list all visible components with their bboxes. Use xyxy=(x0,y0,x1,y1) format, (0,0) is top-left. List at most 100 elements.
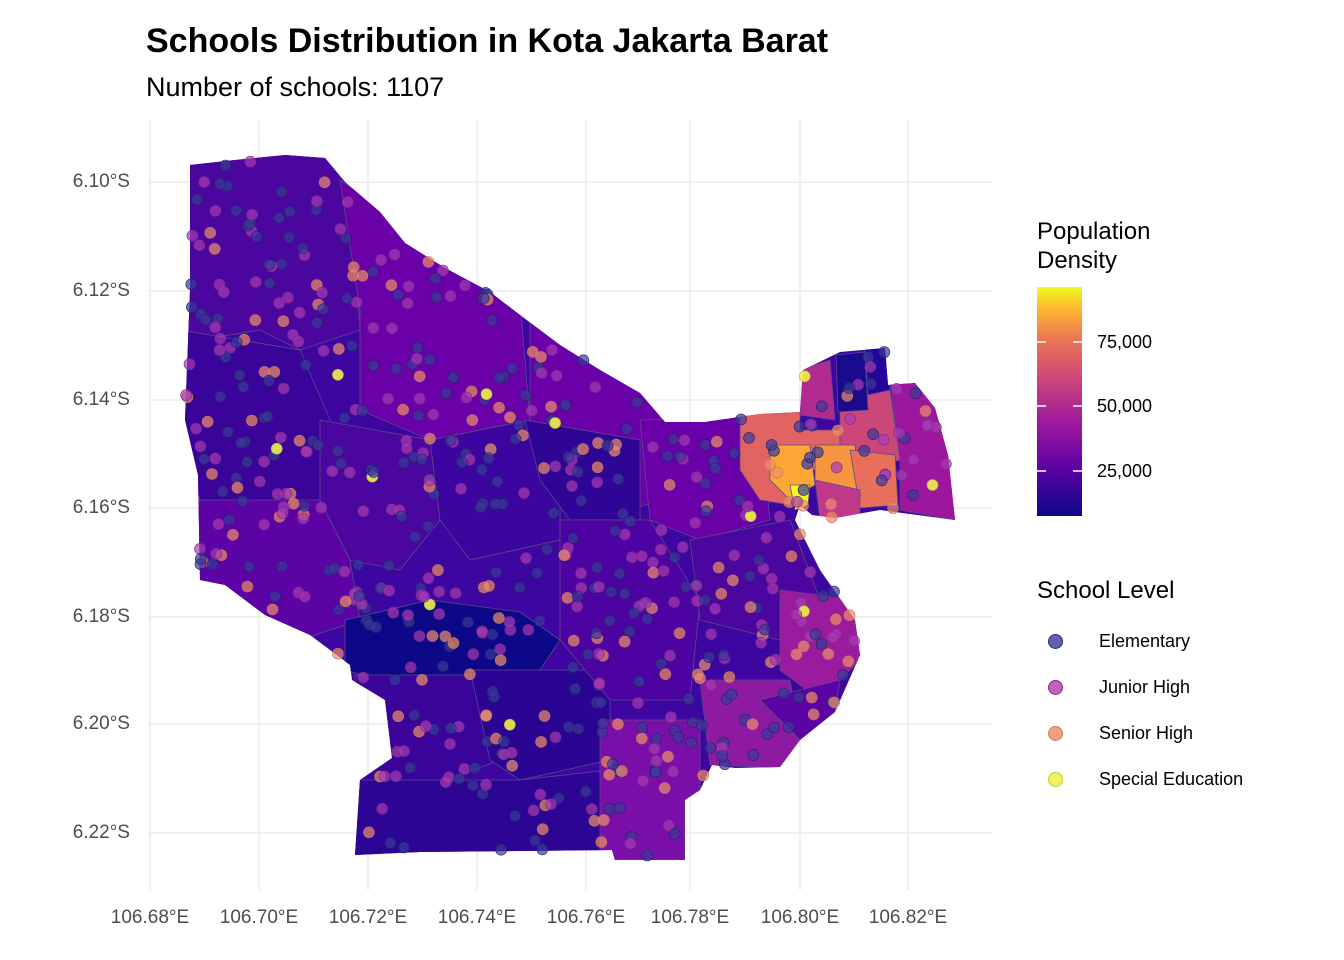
school-point xyxy=(843,609,856,622)
school-point xyxy=(190,422,202,435)
school-point xyxy=(241,456,253,468)
school-point xyxy=(494,654,507,667)
school-point xyxy=(480,709,492,722)
school-point xyxy=(768,721,781,734)
density-colorbar xyxy=(1037,287,1082,516)
school-point xyxy=(843,382,856,395)
school-point xyxy=(213,344,226,356)
school-point xyxy=(477,292,490,305)
school-point xyxy=(339,232,352,245)
school-point xyxy=(689,516,702,529)
school-point xyxy=(292,335,305,348)
school-point xyxy=(383,584,396,597)
school-point xyxy=(363,826,375,839)
school-point xyxy=(597,717,609,730)
school-point xyxy=(243,560,255,573)
school-point xyxy=(815,400,828,413)
school-point xyxy=(664,649,676,662)
school-point xyxy=(562,721,575,733)
school-point xyxy=(218,286,230,299)
school-point xyxy=(659,668,672,680)
school-point xyxy=(382,392,394,405)
school-point xyxy=(667,765,679,778)
school-point xyxy=(378,770,391,783)
school-point xyxy=(744,601,757,613)
legend-label: Senior High xyxy=(1099,722,1194,743)
school-point xyxy=(385,279,398,292)
school-point xyxy=(444,722,457,735)
district-ne-magenta xyxy=(799,359,836,421)
school-point xyxy=(624,837,637,850)
school-point xyxy=(426,630,439,642)
school-point xyxy=(273,297,285,309)
school-point xyxy=(562,450,575,463)
school-point xyxy=(618,635,631,648)
y-tick-label: 6.12°S xyxy=(72,280,130,301)
school-point xyxy=(384,836,397,849)
school-point xyxy=(411,352,423,365)
school-point xyxy=(658,782,671,794)
school-point xyxy=(919,405,932,417)
x-tick-label: 106.78°E xyxy=(650,907,730,928)
school-point xyxy=(444,290,457,302)
school-point xyxy=(456,456,468,469)
legend-dot-special-education xyxy=(1048,771,1063,787)
school-point xyxy=(198,176,210,188)
school-point xyxy=(386,322,398,335)
school-point xyxy=(199,314,212,326)
school-point xyxy=(867,428,879,441)
school-point xyxy=(398,745,410,757)
school-point xyxy=(432,564,444,576)
school-point xyxy=(668,827,681,840)
school-point xyxy=(493,612,505,624)
school-point xyxy=(186,301,198,313)
school-point xyxy=(716,750,729,762)
school-point xyxy=(332,604,345,616)
school-point xyxy=(258,518,270,531)
school-point xyxy=(439,776,452,789)
school-point xyxy=(217,485,229,498)
x-tick-label: 106.76°E xyxy=(546,907,626,928)
school-point xyxy=(678,434,691,447)
school-point xyxy=(558,549,571,562)
school-point xyxy=(696,719,708,732)
school-point xyxy=(743,432,755,444)
school-point xyxy=(390,363,402,375)
school-point xyxy=(605,586,618,598)
school-point xyxy=(424,432,436,445)
school-point xyxy=(577,443,589,455)
school-point xyxy=(416,673,428,686)
legend-item-junior-high: Junior High xyxy=(1048,676,1190,698)
school-point xyxy=(632,697,644,709)
school-point xyxy=(595,836,608,848)
school-point xyxy=(559,399,572,412)
school-point xyxy=(582,648,595,661)
school-point xyxy=(589,381,602,394)
school-point xyxy=(352,558,365,571)
school-point xyxy=(526,346,539,358)
school-point xyxy=(635,550,648,563)
school-point xyxy=(618,528,631,541)
school-point xyxy=(505,746,518,759)
school-point xyxy=(376,802,389,815)
school-point xyxy=(864,378,877,390)
school-point xyxy=(585,803,598,816)
school-point xyxy=(717,649,730,661)
school-point xyxy=(569,682,582,695)
school-point xyxy=(509,809,521,822)
school-point xyxy=(673,627,686,640)
school-point xyxy=(409,531,421,543)
school-point xyxy=(411,341,424,354)
school-point xyxy=(747,749,760,761)
school-point xyxy=(422,520,435,533)
school-point xyxy=(676,541,689,553)
school-point xyxy=(674,450,686,463)
school-point xyxy=(830,613,842,626)
school-point xyxy=(662,819,675,832)
school-point xyxy=(504,411,516,424)
school-point xyxy=(682,693,695,705)
school-point xyxy=(212,518,225,530)
school-point xyxy=(296,242,309,255)
school-point xyxy=(828,696,841,709)
